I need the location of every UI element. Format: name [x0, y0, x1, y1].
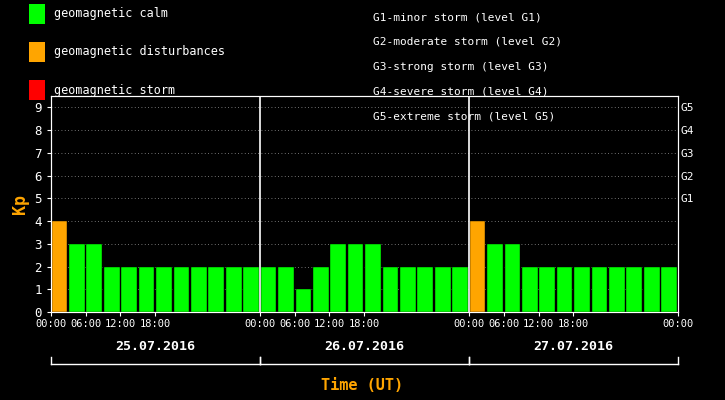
Bar [470, 221, 485, 312]
Text: G3-strong storm (level G3): G3-strong storm (level G3) [373, 62, 549, 72]
Bar [400, 266, 415, 312]
Bar [121, 266, 137, 312]
Text: G2-moderate storm (level G2): G2-moderate storm (level G2) [373, 37, 563, 47]
Bar [435, 266, 450, 312]
Text: Time (UT): Time (UT) [321, 378, 404, 393]
Bar [348, 244, 363, 312]
Text: 27.07.2016: 27.07.2016 [534, 340, 613, 352]
Bar [452, 266, 468, 312]
Bar [365, 244, 381, 312]
Bar [661, 266, 677, 312]
Bar [208, 266, 224, 312]
Bar [418, 266, 433, 312]
Text: geomagnetic calm: geomagnetic calm [54, 8, 167, 20]
Bar [244, 266, 259, 312]
Text: 26.07.2016: 26.07.2016 [324, 340, 405, 352]
Bar [261, 266, 276, 312]
Text: geomagnetic storm: geomagnetic storm [54, 84, 175, 96]
Bar [138, 266, 154, 312]
Bar [539, 266, 555, 312]
Text: G4-severe storm (level G4): G4-severe storm (level G4) [373, 86, 549, 96]
Bar [51, 221, 67, 312]
Bar [156, 266, 172, 312]
Bar [173, 266, 189, 312]
Bar [557, 266, 573, 312]
Bar [522, 266, 538, 312]
Bar [331, 244, 346, 312]
Bar [69, 244, 85, 312]
Bar [191, 266, 207, 312]
Y-axis label: Kp: Kp [11, 194, 29, 214]
Text: geomagnetic disturbances: geomagnetic disturbances [54, 46, 225, 58]
Bar [313, 266, 328, 312]
Text: G1-minor storm (level G1): G1-minor storm (level G1) [373, 12, 542, 22]
Bar [609, 266, 625, 312]
Bar [296, 289, 311, 312]
Bar [505, 244, 521, 312]
Bar [487, 244, 503, 312]
Bar [278, 266, 294, 312]
Bar [574, 266, 590, 312]
Bar [86, 244, 102, 312]
Bar [104, 266, 120, 312]
Bar [592, 266, 608, 312]
Text: 25.07.2016: 25.07.2016 [115, 340, 195, 352]
Bar [644, 266, 660, 312]
Bar [383, 266, 398, 312]
Bar [626, 266, 642, 312]
Bar [225, 266, 241, 312]
Text: G5-extreme storm (level G5): G5-extreme storm (level G5) [373, 111, 555, 121]
